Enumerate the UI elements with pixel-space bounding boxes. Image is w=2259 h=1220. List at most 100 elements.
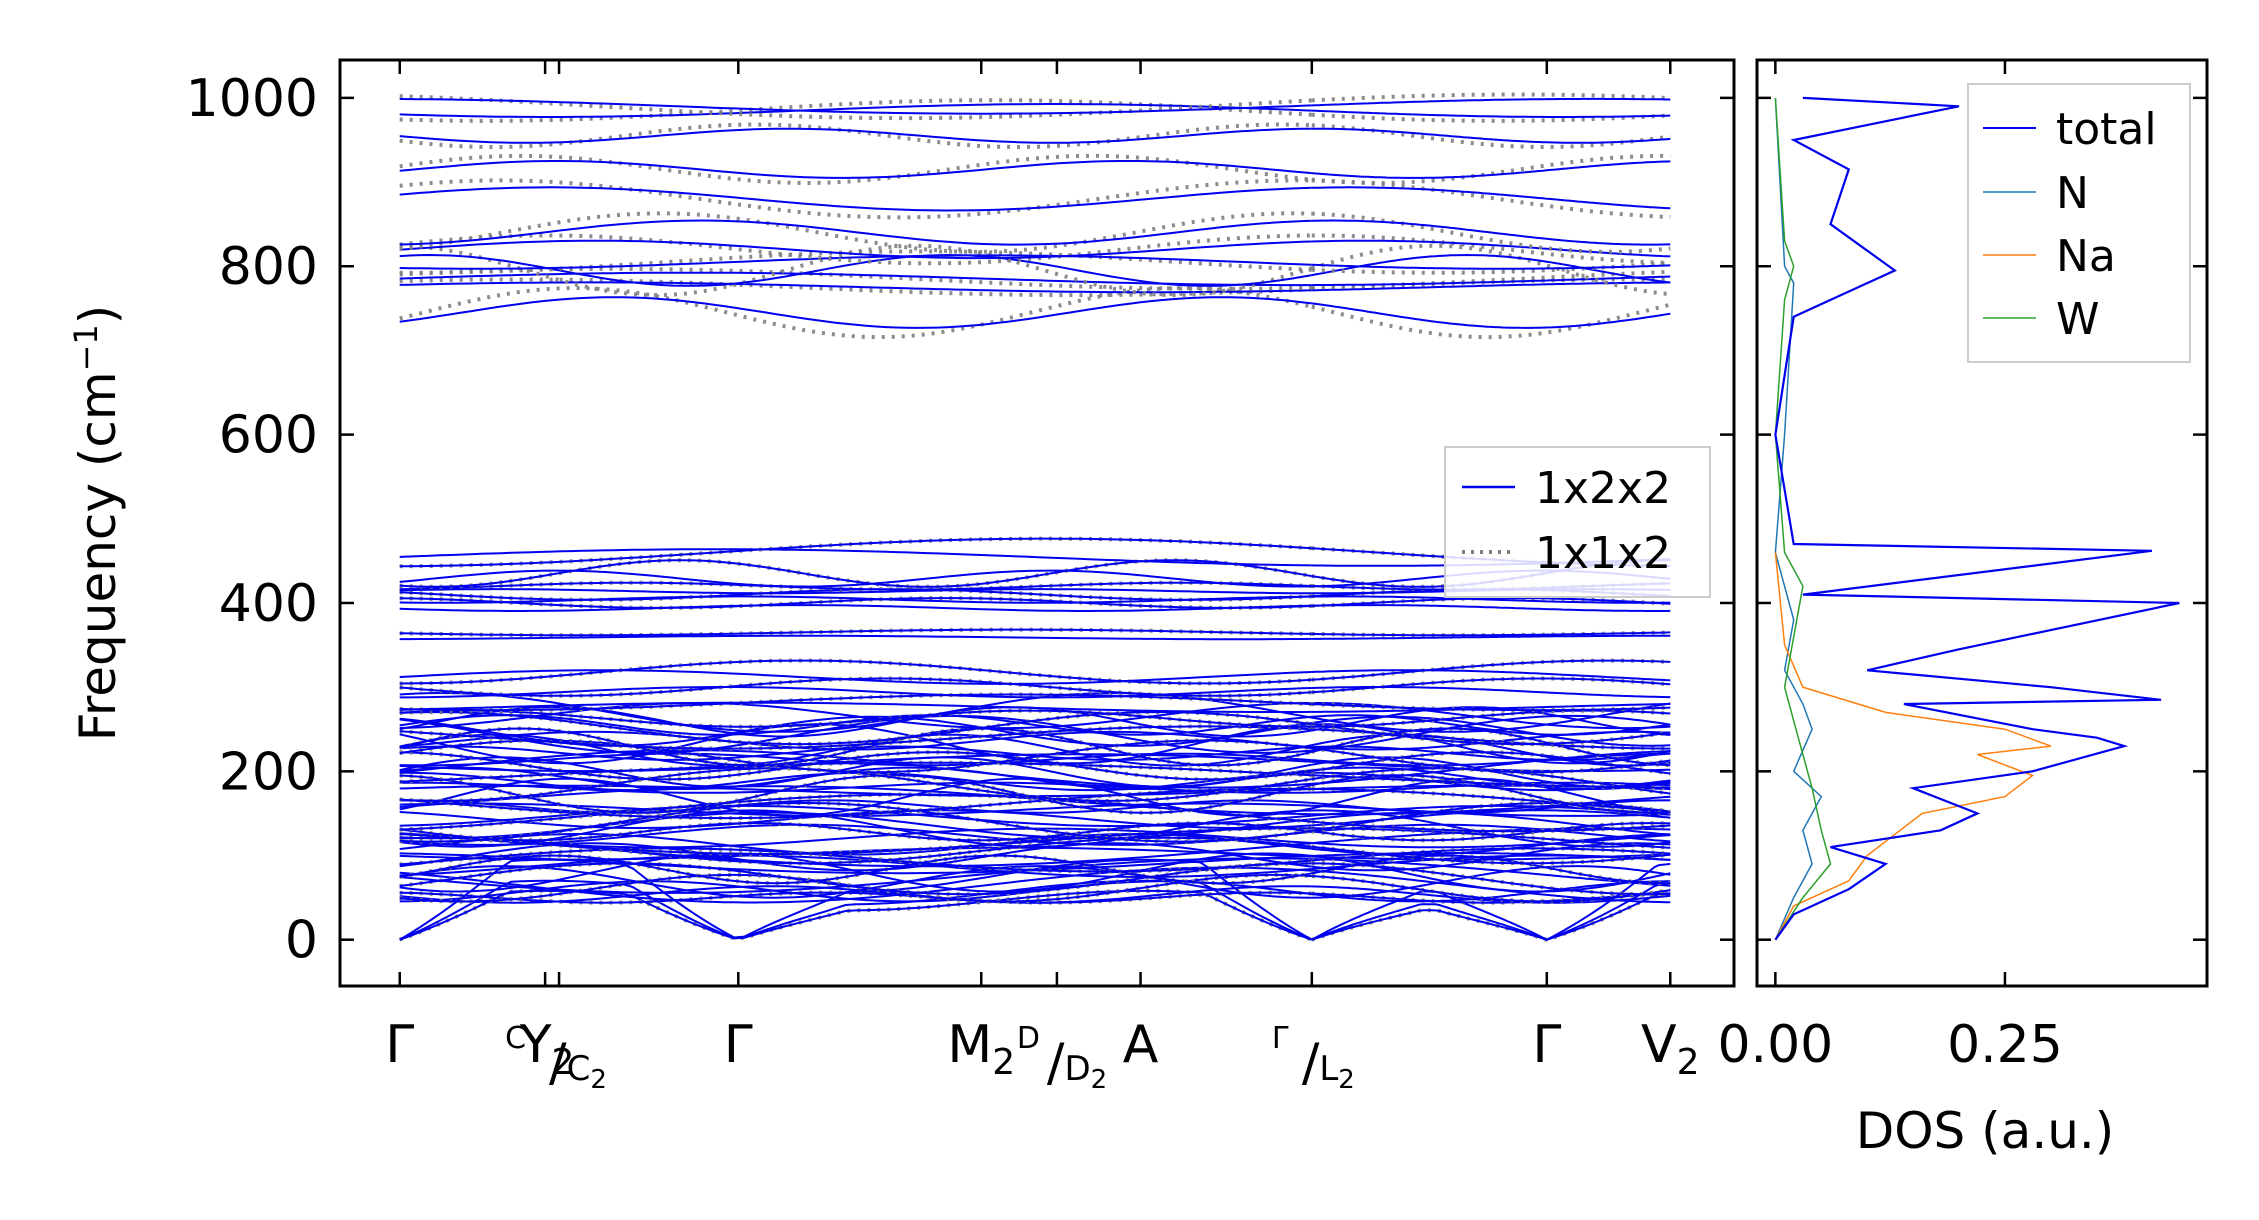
band-1x2x2 (1311, 160, 1671, 179)
x-tick-label: Y2C (505, 1015, 574, 1083)
x-tick-slash-label: C (567, 1049, 591, 1089)
band-1x2x2 (1311, 750, 1671, 785)
band-1x2x2 (399, 569, 1312, 588)
band-1x2x2 (1311, 631, 1671, 637)
band-1x2x2 (1311, 892, 1671, 941)
band-1x2x2 (1311, 795, 1671, 816)
band-1x2x2 (399, 127, 1312, 144)
band-1x2x2 (1311, 854, 1671, 893)
dos-x-tick-label: 0.25 (1947, 1015, 2063, 1075)
band-1x2x2 (399, 809, 1312, 848)
band-1x2x2 (399, 628, 1312, 637)
x-tick-sub: 2 (992, 1042, 1015, 1083)
dos-x-axis-label: DOS (a.u.) (1856, 1102, 2115, 1160)
band-1x2x2 (1311, 833, 1671, 856)
band-1x2x2 (399, 823, 1312, 846)
legend-label-1x2x2: 1x2x2 (1535, 463, 1671, 514)
x-tick-main: Y2 (519, 1015, 575, 1083)
band-1x2x2 (399, 219, 1312, 246)
x-tick-main: M2 (947, 1015, 1015, 1083)
x-tick-sup: Γ (1272, 1021, 1289, 1056)
band-1x1x2 (399, 211, 1312, 254)
x-tick-label: V2 (1641, 1015, 1699, 1083)
dos-ticks: 0.00 0.25 (1717, 60, 2207, 1075)
band-1x2x2 (1311, 275, 1671, 287)
band-1x1x2 (1311, 243, 1671, 297)
band-1x2x2 (399, 701, 1312, 713)
band-1x2x2 (1311, 882, 1671, 941)
band-1x2x2 (399, 711, 1312, 746)
x-tick-slash-label: L (1319, 1049, 1338, 1089)
band-1x2x2 (399, 714, 1312, 754)
band-1x2x2 (399, 604, 1312, 612)
band-1x2x2 (1311, 777, 1671, 816)
band-1x2x2 (1311, 127, 1671, 144)
band-plot-frame (338, 58, 1736, 988)
x-tick-sup: D (1017, 1021, 1040, 1056)
band-1x2x2 (399, 595, 1312, 604)
legend-label-n: N (2056, 168, 2089, 219)
band-1x2x2 (399, 751, 1312, 781)
band-1x1x2 (399, 266, 1312, 291)
band-1x1x2 (399, 233, 1312, 266)
band-1x2x2 (1311, 865, 1671, 899)
band-1x2x2 (399, 889, 1313, 941)
band-1x2x2 (399, 254, 1312, 270)
dos-panel: 0.00 0.25 DOS (a.u.) total N Na W (1717, 58, 2209, 1160)
band-1x1x2 (1311, 302, 1671, 340)
band-1x2x2 (1311, 659, 1671, 681)
x-tick-slash: /L2 (1302, 1033, 1355, 1095)
band-1x2x2 (1311, 834, 1671, 849)
band-1x2x2 (399, 777, 1312, 817)
band-lines (399, 92, 1671, 942)
band-1x2x2 (399, 730, 1312, 751)
band-1x2x2 (399, 281, 1312, 294)
band-1x2x2 (1311, 703, 1671, 713)
band-1x2x2 (1311, 847, 1671, 862)
dos-lines (1774, 96, 2180, 941)
band-1x2x2 (399, 634, 1312, 641)
band-1x2x2 (399, 669, 1312, 685)
x-tick-main: Γ (724, 1015, 753, 1075)
band-1x2x2 (1311, 714, 1671, 752)
band-1x2x2 (1311, 634, 1671, 640)
band-1x2x2 (399, 581, 1312, 591)
x-tick-slash-label: D (1064, 1049, 1090, 1089)
band-1x2x2 (1311, 723, 1671, 765)
band-1x1x2 (1311, 178, 1671, 219)
band-1x1x2 (399, 94, 1312, 121)
x-tick-sup: C (505, 1021, 526, 1056)
band-1x2x2 (1311, 109, 1671, 118)
band-1x1x2 (399, 277, 1312, 298)
y-tick-label: 1000 (186, 69, 318, 129)
band-1x2x2 (399, 857, 1312, 894)
x-tick-slash-sub: 2 (1091, 1065, 1108, 1095)
x-tick-label: Γ/L2 (1272, 1021, 1355, 1095)
band-1x2x2 (399, 749, 1312, 789)
band-1x2x2 (1311, 702, 1671, 733)
x-tick-main: A (1123, 1015, 1159, 1075)
dos-line-w (1774, 97, 1832, 941)
band-x-ticks: Γ Y2C/C2Γ M2D/D2A Γ/L2Γ V2 (385, 60, 1700, 1095)
x-tick-slash: /D2 (1047, 1033, 1107, 1095)
band-1x2x2 (399, 186, 1312, 212)
band-1x2x2 (1311, 875, 1671, 903)
y-tick-label: 200 (219, 742, 318, 802)
band-1x2x2 (1311, 281, 1671, 292)
band-1x2x2 (1311, 263, 1671, 270)
band-1x2x2 (399, 846, 1312, 861)
y-tick-label: 400 (219, 574, 318, 634)
band-1x2x2 (399, 103, 1312, 118)
x-tick-label: A (1123, 1015, 1159, 1075)
legend-label-w: W (2056, 294, 2100, 345)
dos-plot-frame (1755, 58, 2209, 988)
x-tick-label: D/D2 (1017, 1021, 1107, 1095)
band-1x1x2 (399, 122, 1312, 150)
band-1x2x2 (399, 862, 1312, 896)
band-1x2x2 (1311, 747, 1671, 774)
band-1x2x2 (1311, 669, 1671, 682)
band-1x1x2 (399, 178, 1312, 220)
band-1x2x2 (399, 706, 1312, 738)
band-1x2x2 (399, 597, 1312, 609)
